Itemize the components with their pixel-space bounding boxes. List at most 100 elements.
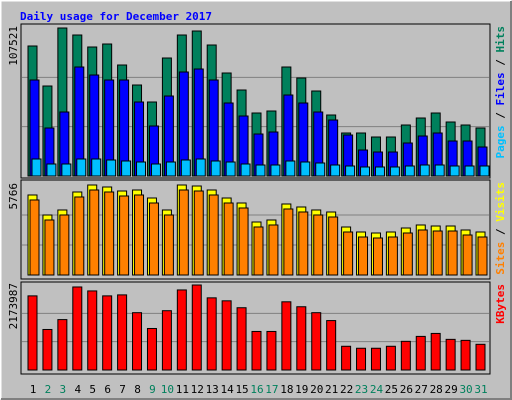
bar [341,345,352,371]
bar [328,216,339,276]
legend-separator: / [494,106,507,126]
bar [57,319,68,371]
bar [283,208,294,276]
bar [117,294,128,371]
x-tick-label: 27 [415,383,428,396]
y-tick-label: 5766 [7,183,20,210]
x-tick-label: 6 [104,383,111,396]
bar [136,161,147,177]
bar [148,202,159,276]
bar [311,312,322,371]
x-tick-label: 14 [221,383,235,396]
bar [419,164,430,177]
bar [372,237,383,276]
bar [296,306,307,371]
bar [358,236,369,276]
bar [385,345,396,371]
x-tick-label: 24 [370,383,384,396]
bar [146,327,157,371]
bar [59,214,70,276]
legend-entry: Files [494,72,507,105]
x-tick-label: 8 [134,383,141,396]
x-tick-label: 4 [74,383,81,396]
x-tick-label: 28 [430,383,443,396]
bar [449,165,460,177]
legend-separator: / [494,222,507,242]
bar [132,312,143,371]
bar [238,207,249,276]
legend: Pages / Files / Hits [494,26,507,159]
x-tick-label: 22 [340,383,353,396]
bar [356,347,367,371]
bar [432,230,443,276]
x-tick-label: 1 [30,383,37,396]
bar [121,160,132,177]
bar [208,194,219,276]
x-tick-label: 18 [280,383,293,396]
x-tick-label: 20 [310,383,323,396]
bar [370,347,381,371]
bar [102,295,113,371]
bar [415,335,426,371]
x-tick-label: 15 [235,383,248,396]
x-tick-label: 10 [161,383,174,396]
bar [402,232,413,276]
bar [251,330,262,371]
legend-entry: Visits [494,182,507,222]
x-tick-label: 31 [474,383,487,396]
bar [270,164,281,177]
bar [27,295,38,371]
x-tick-label: 30 [459,383,472,396]
x-tick-label: 11 [176,383,189,396]
bar [193,190,204,276]
x-tick-label: 17 [265,383,278,396]
bar [206,297,217,371]
bar [326,320,337,371]
bar [445,338,456,371]
x-tick-label: 23 [355,383,368,396]
bar [44,219,55,276]
y-tick-label: 107521 [7,26,20,66]
legend: Sites / Visits [494,182,507,275]
bar [240,163,251,177]
bar [91,158,102,177]
bar [460,339,471,371]
bar [87,290,98,371]
x-tick-label: 7 [119,383,126,396]
legend-entry: Pages [494,125,507,158]
bar [315,162,326,177]
bar [404,165,415,177]
bar [285,160,296,177]
bar [76,158,87,177]
x-tick-label: 2 [45,383,52,396]
bar [298,211,309,276]
bar [165,161,176,177]
bar [253,226,264,276]
bar [150,163,161,177]
y-tick-label: 2173987 [7,283,20,329]
bar [163,214,174,276]
x-tick-label: 5 [89,383,96,396]
x-tick-label: 13 [206,383,219,396]
bar [225,161,236,177]
bar [191,284,202,371]
bar [255,164,266,177]
chart-title: Daily usage for December 2017 [20,10,212,23]
bar [46,163,57,177]
x-tick-label: 25 [385,383,398,396]
bar [29,199,40,276]
legend-entry: KBytes [494,284,507,324]
bar [430,332,441,371]
bar [281,301,292,371]
bar [330,164,341,177]
x-tick-label: 19 [295,383,308,396]
bar [236,307,247,371]
bar [223,202,234,276]
bar [343,231,354,276]
bar [104,191,115,276]
bar [89,189,100,276]
bar [61,163,72,177]
